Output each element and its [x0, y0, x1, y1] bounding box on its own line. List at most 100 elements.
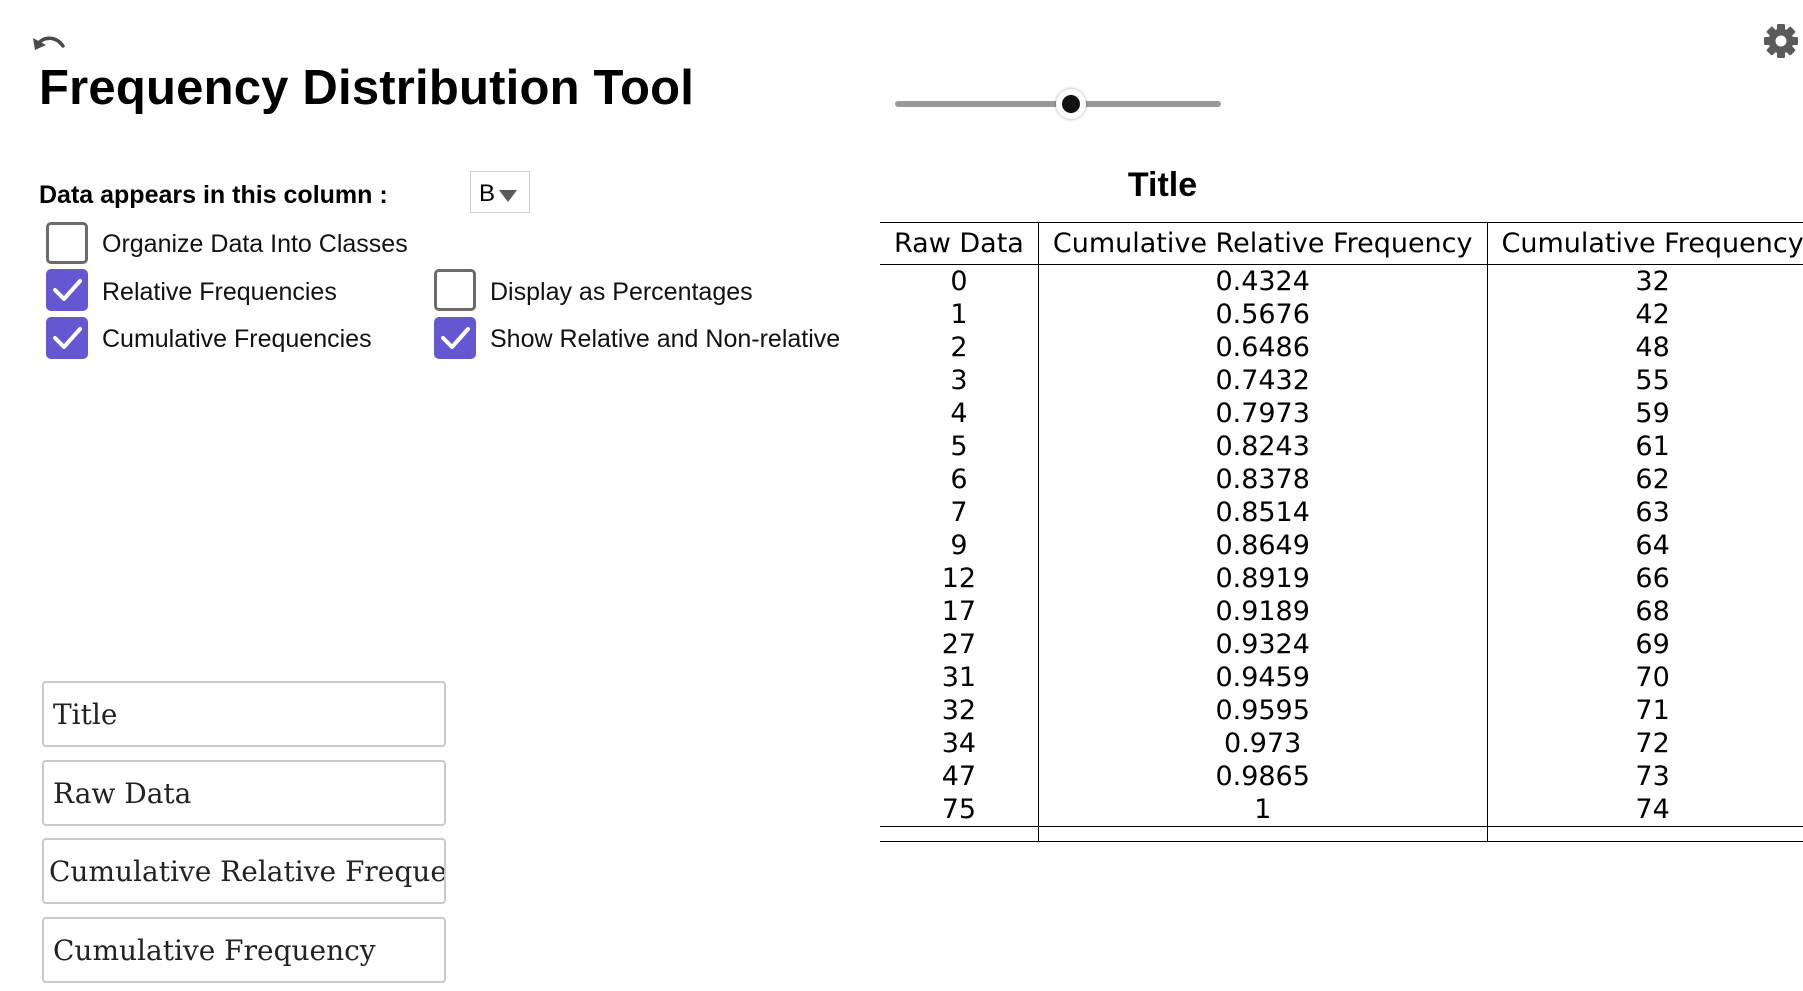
table-footer-cell [1486, 826, 1803, 842]
cumulative-frequency-cell: 74 [1486, 793, 1803, 827]
raw-data-cell: 32 [941, 695, 977, 726]
table-row: 75 1 74 [880, 793, 1803, 827]
cumulative-relative-frequency-cell: 0.973 [1037, 727, 1487, 760]
page-title: Frequency Distribution Tool [39, 61, 695, 115]
cumulative-relative-frequency-cell: 1 [1037, 793, 1487, 827]
cumulative-frequency-cell: 48 [1486, 331, 1803, 364]
raw-data-cell: 1 [950, 299, 968, 330]
table-row: 4 0.7973 59 [880, 397, 1803, 430]
cumulative-frequency-input[interactable]: Cumulative Frequency [42, 917, 446, 983]
cumulative-frequencies-checkbox[interactable] [46, 317, 88, 359]
cumulative-frequency-cell: 72 [1486, 727, 1803, 760]
cumulative-frequency-cell: 42 [1486, 298, 1803, 331]
column-dropdown[interactable]: B [470, 171, 530, 213]
table-row: 2 0.6486 48 [880, 331, 1803, 364]
settings-button[interactable] [1762, 22, 1800, 60]
cumulative-relative-frequency-cell: 0.8514 [1037, 496, 1487, 529]
raw-data-cell: 47 [941, 761, 977, 792]
raw-data-input-value: Raw Data [53, 777, 192, 810]
check-icon [53, 327, 82, 349]
cumulative-frequencies-label: Cumulative Frequencies [102, 325, 372, 353]
cumulative-frequency-cell: 73 [1486, 760, 1803, 793]
gear-icon [1764, 24, 1798, 58]
raw-data-cell: 12 [941, 563, 977, 594]
cumulative-relative-frequency-cell: 0.8378 [1037, 463, 1487, 496]
undo-button[interactable] [30, 30, 70, 60]
table-row: 9 0.8649 64 [880, 529, 1803, 562]
organize-classes-checkbox[interactable] [46, 222, 88, 264]
undo-icon [33, 36, 65, 50]
header-raw-data: Raw Data [880, 222, 1039, 265]
table-row: 7 0.8514 63 [880, 496, 1803, 529]
raw-data-cell: 0 [950, 266, 968, 297]
cumulative-relative-frequency-cell: 0.9459 [1037, 661, 1487, 694]
raw-data-cell: 7 [950, 497, 968, 528]
show-relative-nonrelative-label: Show Relative and Non-relative [490, 325, 841, 353]
raw-data-input[interactable]: Raw Data [42, 760, 446, 826]
column-dropdown-value: B [479, 180, 496, 207]
cumulative-frequency-cell: 59 [1486, 397, 1803, 430]
cumulative-relative-frequency-input[interactable]: Cumulative Relative Frequenc [42, 838, 446, 904]
cumulative-frequency-cell: 69 [1486, 628, 1803, 661]
table-row: 1 0.5676 42 [880, 298, 1803, 331]
table-row: 6 0.8378 62 [880, 463, 1803, 496]
table-row: 32 0.9595 71 [880, 694, 1803, 727]
table-row: 17 0.9189 68 [880, 595, 1803, 628]
cumulative-frequency-cell: 68 [1486, 595, 1803, 628]
frequency-table: Raw Data Cumulative Relative Frequency C… [880, 222, 1803, 842]
raw-data-cell: 6 [950, 464, 968, 495]
cumulative-relative-frequency-cell: 0.4324 [1037, 264, 1487, 298]
raw-data-cell: 9 [950, 530, 968, 561]
table-row: 34 0.973 72 [880, 727, 1803, 760]
header-cumulative-frequency: Cumulative Frequency [1486, 222, 1803, 265]
title-input-value: Title [53, 698, 118, 731]
relative-frequencies-checkbox[interactable] [46, 269, 88, 311]
triangle-down-icon [499, 190, 517, 202]
cumulative-relative-frequency-cell: 0.9324 [1037, 628, 1487, 661]
raw-data-cell: 4 [950, 398, 968, 429]
table-footer-cell [1037, 826, 1487, 842]
raw-data-cell: 2 [950, 332, 968, 363]
cumulative-relative-frequency-cell: 0.7973 [1037, 397, 1487, 430]
table-row: 0 0.4324 32 [880, 264, 1803, 298]
slider-handle[interactable] [1056, 89, 1087, 119]
cumulative-relative-frequency-cell: 0.9595 [1037, 694, 1487, 727]
raw-data-cell: 27 [941, 629, 977, 660]
table-row: 3 0.7432 55 [880, 364, 1803, 397]
cumulative-frequency-cell: 71 [1486, 694, 1803, 727]
show-relative-nonrelative-checkbox[interactable] [434, 317, 476, 359]
cumulative-relative-frequency-cell: 0.9865 [1037, 760, 1487, 793]
cumulative-relative-frequency-cell: 0.9189 [1037, 595, 1487, 628]
organize-classes-label: Organize Data Into Classes [102, 230, 408, 258]
cumulative-relative-frequency-cell: 0.8649 [1037, 529, 1487, 562]
table-row: 31 0.9459 70 [880, 661, 1803, 694]
display-percentages-label: Display as Percentages [490, 278, 753, 306]
header-cumulative-relative-frequency: Cumulative Relative Frequency [1037, 222, 1487, 265]
cumulative-frequency-cell: 32 [1486, 264, 1803, 298]
display-percentages-checkbox[interactable] [434, 269, 476, 311]
table-row: 5 0.8243 61 [880, 430, 1803, 463]
column-selector-label: Data appears in this column : [39, 181, 388, 209]
raw-data-cell: 31 [941, 662, 977, 693]
raw-data-cell: 3 [950, 365, 968, 396]
table-row: 47 0.9865 73 [880, 760, 1803, 793]
raw-data-cell: 17 [941, 596, 977, 627]
cumulative-frequency-input-value: Cumulative Frequency [53, 934, 376, 967]
table-footer-cell [880, 826, 1039, 842]
raw-data-cell: 34 [941, 728, 977, 759]
slider[interactable] [895, 88, 1221, 119]
check-icon [441, 327, 470, 349]
raw-data-cell: 5 [950, 431, 968, 462]
cumulative-relative-frequency-cell: 0.7432 [1037, 364, 1487, 397]
table-title: Title [1127, 166, 1198, 204]
cumulative-frequency-cell: 55 [1486, 364, 1803, 397]
cumulative-frequency-cell: 70 [1486, 661, 1803, 694]
cumulative-relative-frequency-cell: 0.5676 [1037, 298, 1487, 331]
relative-frequencies-label: Relative Frequencies [102, 278, 337, 306]
title-input[interactable]: Title [42, 681, 446, 747]
table-footer-row [880, 826, 1803, 842]
cumulative-frequency-cell: 61 [1486, 430, 1803, 463]
table-header-row: Raw Data Cumulative Relative Frequency C… [880, 222, 1803, 265]
cumulative-frequency-cell: 64 [1486, 529, 1803, 562]
cumulative-frequency-cell: 63 [1486, 496, 1803, 529]
